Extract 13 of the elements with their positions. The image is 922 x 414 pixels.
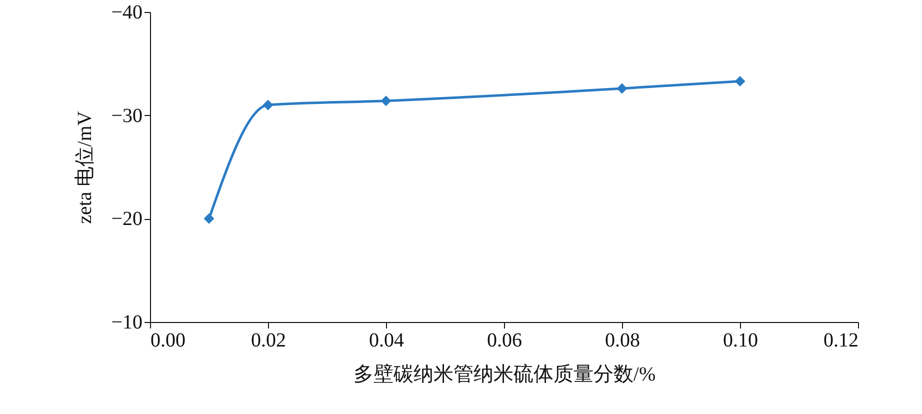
y-tick-label: −30	[111, 104, 142, 127]
x-tick-label: 0.10	[723, 330, 758, 352]
y-axis-title: zeta 电位/mV	[74, 110, 96, 224]
x-tick-label: 0.08	[605, 330, 640, 352]
x-tick-label: 0.12	[824, 330, 858, 352]
y-tick-label: −40	[111, 2, 142, 24]
y-tick-label: −10	[111, 312, 142, 334]
x-tick-label: 0.06	[487, 330, 522, 352]
x-axis-title: 多壁碳纳米管纳米硫体质量分数/%	[353, 364, 656, 386]
x-tick-label: 0.00	[150, 330, 186, 352]
x-tick-label: 0.04	[369, 330, 404, 352]
x-tick-label: 0.02	[251, 330, 286, 352]
y-tick-label: −20	[111, 208, 142, 230]
